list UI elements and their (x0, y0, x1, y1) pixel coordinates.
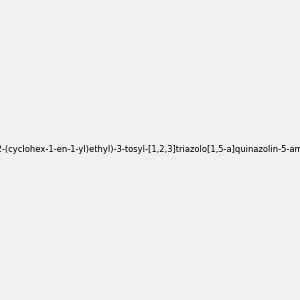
Text: N-(2-(cyclohex-1-en-1-yl)ethyl)-3-tosyl-[1,2,3]triazolo[1,5-a]quinazolin-5-amine: N-(2-(cyclohex-1-en-1-yl)ethyl)-3-tosyl-… (0, 146, 300, 154)
